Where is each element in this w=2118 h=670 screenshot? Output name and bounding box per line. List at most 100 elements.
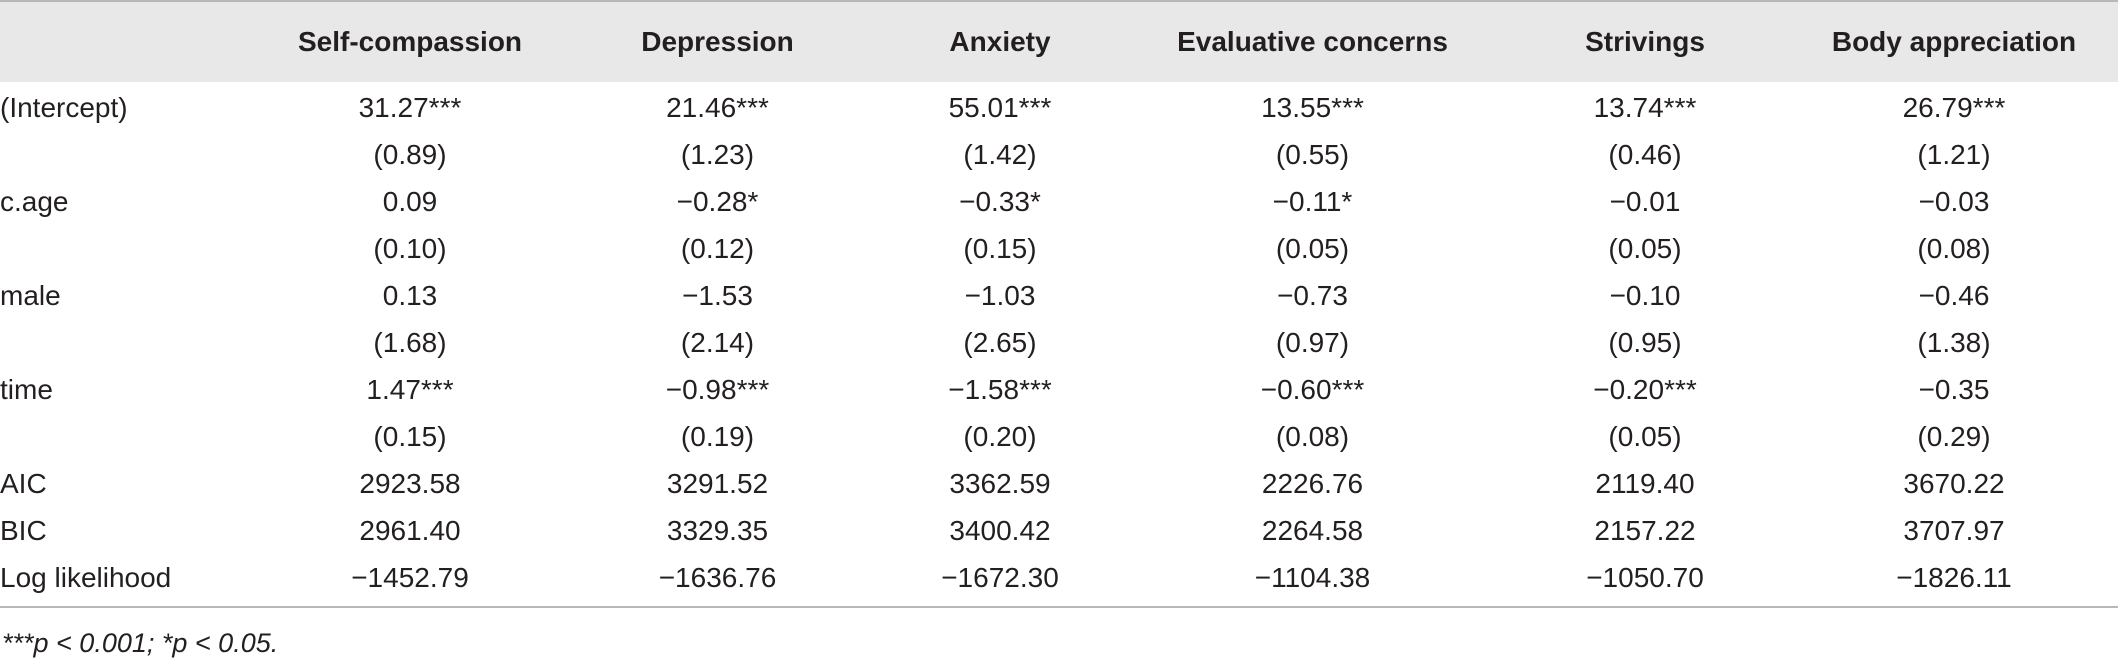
table-cell: 2226.76 <box>1261 468 1364 499</box>
table-cell: 2157.22 <box>1594 515 1696 546</box>
table-cell: −1.53 <box>682 280 753 311</box>
table-cell: (0.05) <box>1608 233 1682 264</box>
table-cell: (0.10) <box>373 233 447 264</box>
table-cell: (1.38) <box>1917 327 1991 358</box>
table-cell: −1.03 <box>964 280 1036 311</box>
row-label: Log likelihood <box>0 554 260 608</box>
table-row: Log likelihood −1452.79 −1636.76 −1672.30 −1… <box>0 554 2118 608</box>
table-cell: (0.29) <box>1917 421 1991 452</box>
table-cell: (0.89) <box>373 139 447 170</box>
table-row: (1.68) (2.14) (2.65) (0.97) (0.95) (1.38) <box>0 319 2118 366</box>
table-cell: (0.12) <box>680 233 755 264</box>
row-label: BIC <box>0 515 47 546</box>
table-cell: (0.05) <box>1608 421 1682 452</box>
table-cell: −1826.11 <box>1790 554 2118 608</box>
column-header-evaluative-concerns: Evaluative concerns <box>1125 0 1500 82</box>
table-cell: −0.46 <box>1918 280 1990 311</box>
table-cell: 31.27*** <box>358 92 462 123</box>
table-cell: (0.15) <box>373 421 447 452</box>
table-body: (Intercept) 31.27*** 21.46*** 55.01*** 13.55… <box>0 82 2118 608</box>
table-row: male 0.13 −1.53 −1.03 −0.73 −0.10 −0.46 <box>0 272 2118 319</box>
table-cell: −0.60*** <box>1260 374 1365 405</box>
regression-table: Self-compassion Depression Anxiety Evalu… <box>0 0 2118 608</box>
table-cell: −1.58*** <box>948 374 1052 405</box>
table-cell: (0.15) <box>963 233 1037 264</box>
table-cell: 55.01*** <box>948 92 1052 123</box>
table-cell: −0.01 <box>1609 186 1681 217</box>
row-label: (Intercept) <box>0 92 128 123</box>
row-label <box>0 225 260 272</box>
row-label <box>0 131 260 178</box>
table-cell: 2961.40 <box>359 515 461 546</box>
row-label: time <box>0 374 53 405</box>
table-cell: 3362.59 <box>949 468 1051 499</box>
table-cell: 0.13 <box>382 280 438 311</box>
table-cell: 0.09 <box>382 186 438 217</box>
table-cell: (0.55) <box>1275 139 1350 170</box>
table-row: (0.89) (1.23) (1.42) (0.55) (0.46) (1.21) <box>0 131 2118 178</box>
table-cell: 2264.58 <box>1261 515 1364 546</box>
table-row: c.age 0.09 −0.28* −0.33* −0.11* −0.01 −0.03 <box>0 178 2118 225</box>
table-cell: 13.55*** <box>1261 92 1364 123</box>
row-label: c.age <box>0 186 69 217</box>
table-cell: −0.73 <box>1277 280 1348 311</box>
table-cell: 13.74*** <box>1593 92 1697 123</box>
stub-header <box>0 0 260 82</box>
table-cell: 3707.97 <box>1903 515 2005 546</box>
table-cell: −1104.38 <box>1125 554 1500 608</box>
table-row: BIC 2961.40 3329.35 3400.42 2264.58 2157.22 37… <box>0 507 2118 554</box>
table-cell: −0.35 <box>1918 374 1990 405</box>
row-label: male <box>0 280 61 311</box>
table-cell: (0.97) <box>1275 327 1350 358</box>
table-cell: 3400.42 <box>949 515 1051 546</box>
table-row: AIC 2923.58 3291.52 3362.59 2226.76 2119.40 36… <box>0 460 2118 507</box>
table-row: time 1.47*** −0.98*** −1.58*** −0.60*** −0.20… <box>0 366 2118 413</box>
table-cell: 3291.52 <box>666 468 769 499</box>
table-cell: −1672.30 <box>875 554 1125 608</box>
table-cell: −0.20*** <box>1593 374 1697 405</box>
table-row: (0.15) (0.19) (0.20) (0.08) (0.05) (0.29) <box>0 413 2118 460</box>
table-cell: −0.11* <box>1272 186 1353 217</box>
table-cell: −1452.79 <box>260 554 560 608</box>
row-label <box>0 413 260 460</box>
table-cell: 26.79*** <box>1902 92 2006 123</box>
table-cell: (2.65) <box>963 327 1037 358</box>
table-cell: (0.20) <box>963 421 1037 452</box>
table-cell: −0.10 <box>1609 280 1681 311</box>
table-cell: (1.23) <box>680 139 755 170</box>
table-cell: −1636.76 <box>560 554 875 608</box>
column-header-anxiety: Anxiety <box>875 0 1125 82</box>
table-row: (Intercept) 31.27*** 21.46*** 55.01*** 13.55… <box>0 82 2118 131</box>
column-header-depression: Depression <box>560 0 875 82</box>
table-cell: −0.33* <box>959 186 1041 217</box>
table-cell: −1050.70 <box>1500 554 1790 608</box>
table-header: Self-compassion Depression Anxiety Evalu… <box>0 0 2118 82</box>
table-cell: (0.95) <box>1608 327 1682 358</box>
table-cell: −0.03 <box>1918 186 1990 217</box>
table-cell: 2923.58 <box>359 468 461 499</box>
column-header-body-appreciation: Body appreciation <box>1790 0 2118 82</box>
table-cell: (0.19) <box>680 421 755 452</box>
table-cell: (0.08) <box>1275 421 1350 452</box>
table-footnote: ***p < 0.001; *p < 0.05. <box>2 628 279 658</box>
table-cell: (0.46) <box>1608 139 1682 170</box>
row-label: AIC <box>0 468 47 499</box>
column-header-strivings: Strivings <box>1500 0 1790 82</box>
table-cell: (2.14) <box>680 327 755 358</box>
table-cell: 2119.40 <box>1595 468 1695 499</box>
table-cell: (1.68) <box>373 327 447 358</box>
table-cell: 1.47*** <box>366 374 454 405</box>
table-row: (0.10) (0.12) (0.15) (0.05) (0.05) (0.08) <box>0 225 2118 272</box>
table-cell: (1.21) <box>1917 139 1991 170</box>
table-cell: 3329.35 <box>666 515 769 546</box>
table-cell: 3670.22 <box>1903 468 2005 499</box>
table-cell: (0.08) <box>1917 233 1991 264</box>
table-cell: 21.46*** <box>666 92 769 123</box>
header-row: Self-compassion Depression Anxiety Evalu… <box>0 0 2118 82</box>
table-cell: (0.05) <box>1275 233 1350 264</box>
table-cell: −0.28* <box>676 186 759 217</box>
column-header-self-compassion: Self-compassion <box>260 0 560 82</box>
table-cell: −0.98*** <box>665 374 770 405</box>
row-label <box>0 319 260 366</box>
